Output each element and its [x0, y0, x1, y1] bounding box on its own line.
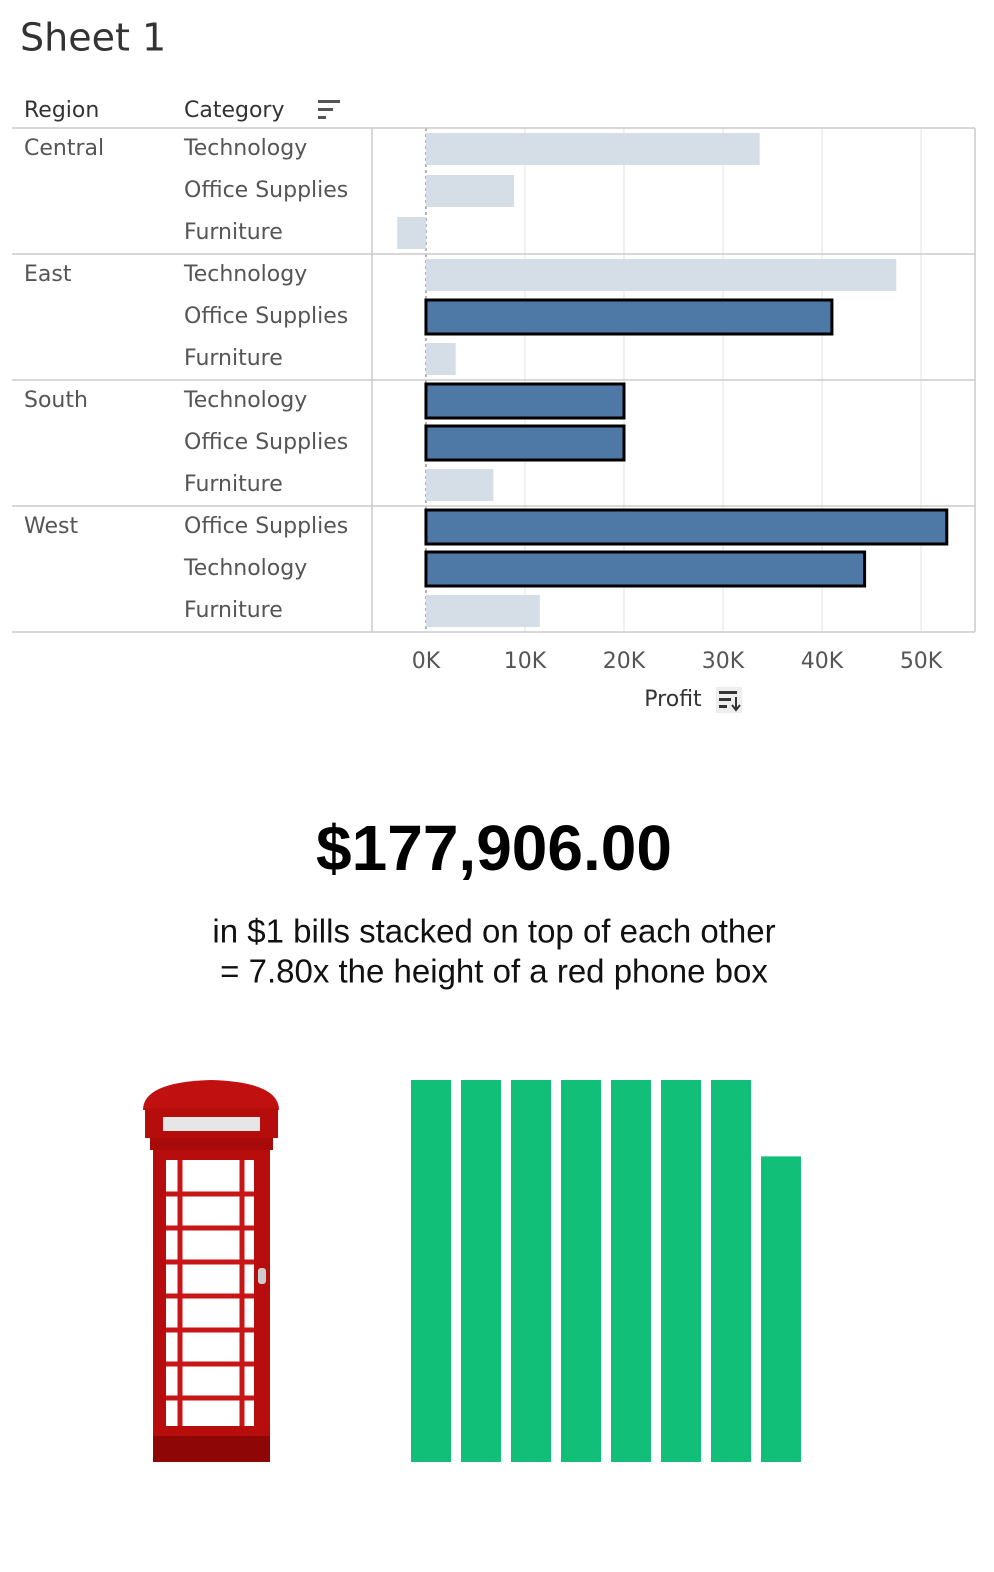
category-label: Furniture	[184, 346, 283, 371]
category-label: Furniture	[184, 220, 283, 245]
region-label: West	[24, 514, 78, 539]
caption-line: = 7.80x the height of a red phone box	[220, 953, 768, 990]
bar[interactable]	[424, 550, 867, 588]
bar[interactable]	[424, 382, 626, 420]
bar[interactable]	[425, 469, 494, 501]
bar[interactable]	[397, 217, 426, 249]
headline: $177,906.00	[316, 812, 672, 884]
bar[interactable]	[425, 595, 540, 627]
category-label: Furniture	[184, 472, 283, 497]
region-label: South	[24, 388, 88, 413]
sort-icon[interactable]	[716, 687, 742, 713]
caption-line: in $1 bills stacked on top of each other	[212, 913, 775, 950]
x-tick-label: 40K	[801, 649, 844, 674]
row-header: Region	[24, 98, 99, 123]
bill-stack-bar	[761, 1156, 801, 1462]
category-label: Furniture	[184, 598, 283, 623]
x-tick-label: 0K	[412, 649, 441, 674]
row-header: Category	[184, 98, 285, 123]
phone-box-icon	[143, 1080, 279, 1462]
category-label: Technology	[183, 136, 307, 161]
category-label: Technology	[183, 556, 307, 581]
bar[interactable]	[424, 508, 949, 546]
bar[interactable]	[424, 424, 626, 462]
bill-stack-bar	[461, 1080, 501, 1462]
bar[interactable]	[424, 298, 834, 336]
category-label: Office Supplies	[184, 514, 348, 539]
bill-stack-bar	[511, 1080, 551, 1462]
category-label: Technology	[183, 388, 307, 413]
bar[interactable]	[425, 133, 760, 165]
category-label: Office Supplies	[184, 430, 348, 455]
bill-stack-bar	[561, 1080, 601, 1462]
region-label: Central	[24, 136, 104, 161]
x-tick-label: 30K	[702, 649, 745, 674]
x-tick-label: 20K	[603, 649, 646, 674]
bill-stack-bar	[661, 1080, 701, 1462]
sort-icon[interactable]	[318, 100, 340, 119]
category-label: Office Supplies	[184, 304, 348, 329]
bar[interactable]	[425, 175, 515, 207]
x-tick-label: 10K	[504, 649, 547, 674]
bill-stack-bar	[611, 1080, 651, 1462]
category-label: Technology	[183, 262, 307, 287]
category-label: Office Supplies	[184, 178, 348, 203]
bill-stack-bar	[711, 1080, 751, 1462]
bill-stack-bar	[411, 1080, 451, 1462]
x-axis-label: Profit	[644, 687, 702, 712]
bar[interactable]	[425, 343, 456, 375]
sheet-title: Sheet 1	[20, 16, 166, 60]
x-tick-label: 50K	[900, 649, 943, 674]
region-label: East	[24, 262, 72, 287]
bar[interactable]	[425, 259, 897, 291]
